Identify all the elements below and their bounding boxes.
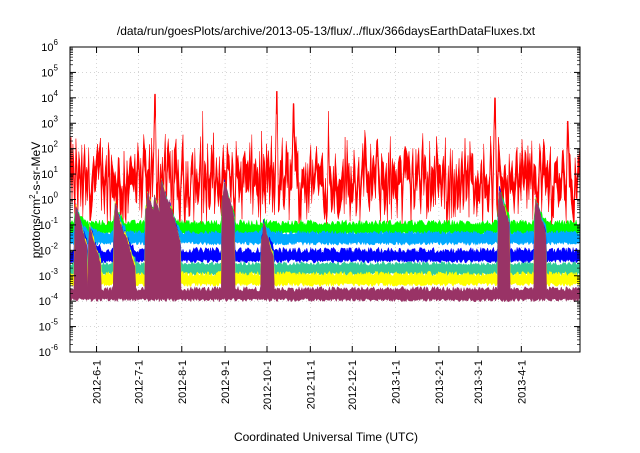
y-tick-base: 10 xyxy=(39,220,51,232)
y-tick-label: 10-2 xyxy=(39,241,59,257)
y-tick-exponent: -1 xyxy=(51,216,59,225)
y-tick-exponent: 5 xyxy=(54,63,59,72)
y-tick-label: 10-6 xyxy=(39,343,59,359)
x-tick-label: 2013-2-1 xyxy=(434,360,446,404)
y-tick-label: 10-5 xyxy=(39,318,59,334)
y-tick-label: 106 xyxy=(41,38,58,54)
y-tick-base: 10 xyxy=(41,169,53,181)
y-tick-exponent: -5 xyxy=(51,318,59,327)
y-tick-exponent: 3 xyxy=(54,114,59,123)
x-tick-label: 2012-8-1 xyxy=(177,360,189,404)
y-tick-base: 10 xyxy=(41,93,53,105)
chart-title: /data/run/goesPlots/archive/2013-05-13/f… xyxy=(117,24,536,38)
y-tick-exponent: 4 xyxy=(54,89,59,98)
x-axis-ticks: 2012-6-1 2012-7-1 2012-8-1 2012-9-1 2012-10-… xyxy=(92,47,528,410)
x-tick-label: 2013-4-1 xyxy=(516,360,528,404)
y-tick-label: 10-3 xyxy=(39,267,59,283)
y-tick-base: 10 xyxy=(41,118,53,130)
y-tick-label: 105 xyxy=(41,63,58,79)
y-tick-exponent: -3 xyxy=(51,267,59,276)
x-tick-label: 2013-3-1 xyxy=(473,360,485,404)
y-tick-base: 10 xyxy=(39,245,51,257)
x-tick-label: 2013-1-1 xyxy=(391,360,403,404)
y-tick-base: 10 xyxy=(39,296,51,308)
x-axis-label: Coordinated Universal Time (UTC) xyxy=(234,430,418,444)
y-tick-label: 104 xyxy=(41,89,58,105)
y-tick-label: 102 xyxy=(41,140,58,156)
y-tick-base: 10 xyxy=(39,347,51,359)
y-tick-base: 10 xyxy=(41,67,53,79)
x-tick-label: 2012-7-1 xyxy=(133,360,145,404)
x-tick-label: 2012-9-1 xyxy=(220,360,232,404)
y-tick-base: 10 xyxy=(39,322,51,334)
y-tick-exponent: -2 xyxy=(51,241,59,250)
y-tick-exponent: -6 xyxy=(51,343,59,352)
y-tick-base: 10 xyxy=(41,144,53,156)
y-tick-label: 10-1 xyxy=(39,216,59,232)
y-tick-exponent: 6 xyxy=(54,38,59,47)
y-axis-label-prefix: protons/cm xyxy=(29,199,43,258)
y-tick-label: 100 xyxy=(41,191,58,207)
y-tick-base: 10 xyxy=(39,271,51,283)
y-tick-exponent: 0 xyxy=(54,191,59,200)
y-axis-label: protons/cm2-s-sr-MeV xyxy=(28,142,43,258)
y-tick-exponent: -4 xyxy=(51,292,59,301)
y-tick-label: 103 xyxy=(41,114,58,130)
y-tick-base: 10 xyxy=(41,42,53,54)
y-axis-label-suffix: -s-sr-MeV xyxy=(29,142,43,195)
x-tick-label: 2012-10-1 xyxy=(262,360,274,410)
x-tick-label: 2012-11-1 xyxy=(305,360,317,409)
y-axis-label-superscript: 2 xyxy=(28,194,37,199)
data-layer xyxy=(69,91,581,303)
y-tick-label: 10-4 xyxy=(39,292,59,308)
y-axis-ticks: 10-610-510-410-310-210-11001011021031041… xyxy=(39,38,580,359)
y-tick-exponent: 1 xyxy=(54,165,59,174)
y-tick-base: 10 xyxy=(41,195,53,207)
x-tick-label: 2012-6-1 xyxy=(92,360,104,404)
y-tick-label: 101 xyxy=(41,165,58,181)
x-tick-label: 2012-12-1 xyxy=(347,360,359,410)
y-tick-exponent: 2 xyxy=(54,140,59,149)
